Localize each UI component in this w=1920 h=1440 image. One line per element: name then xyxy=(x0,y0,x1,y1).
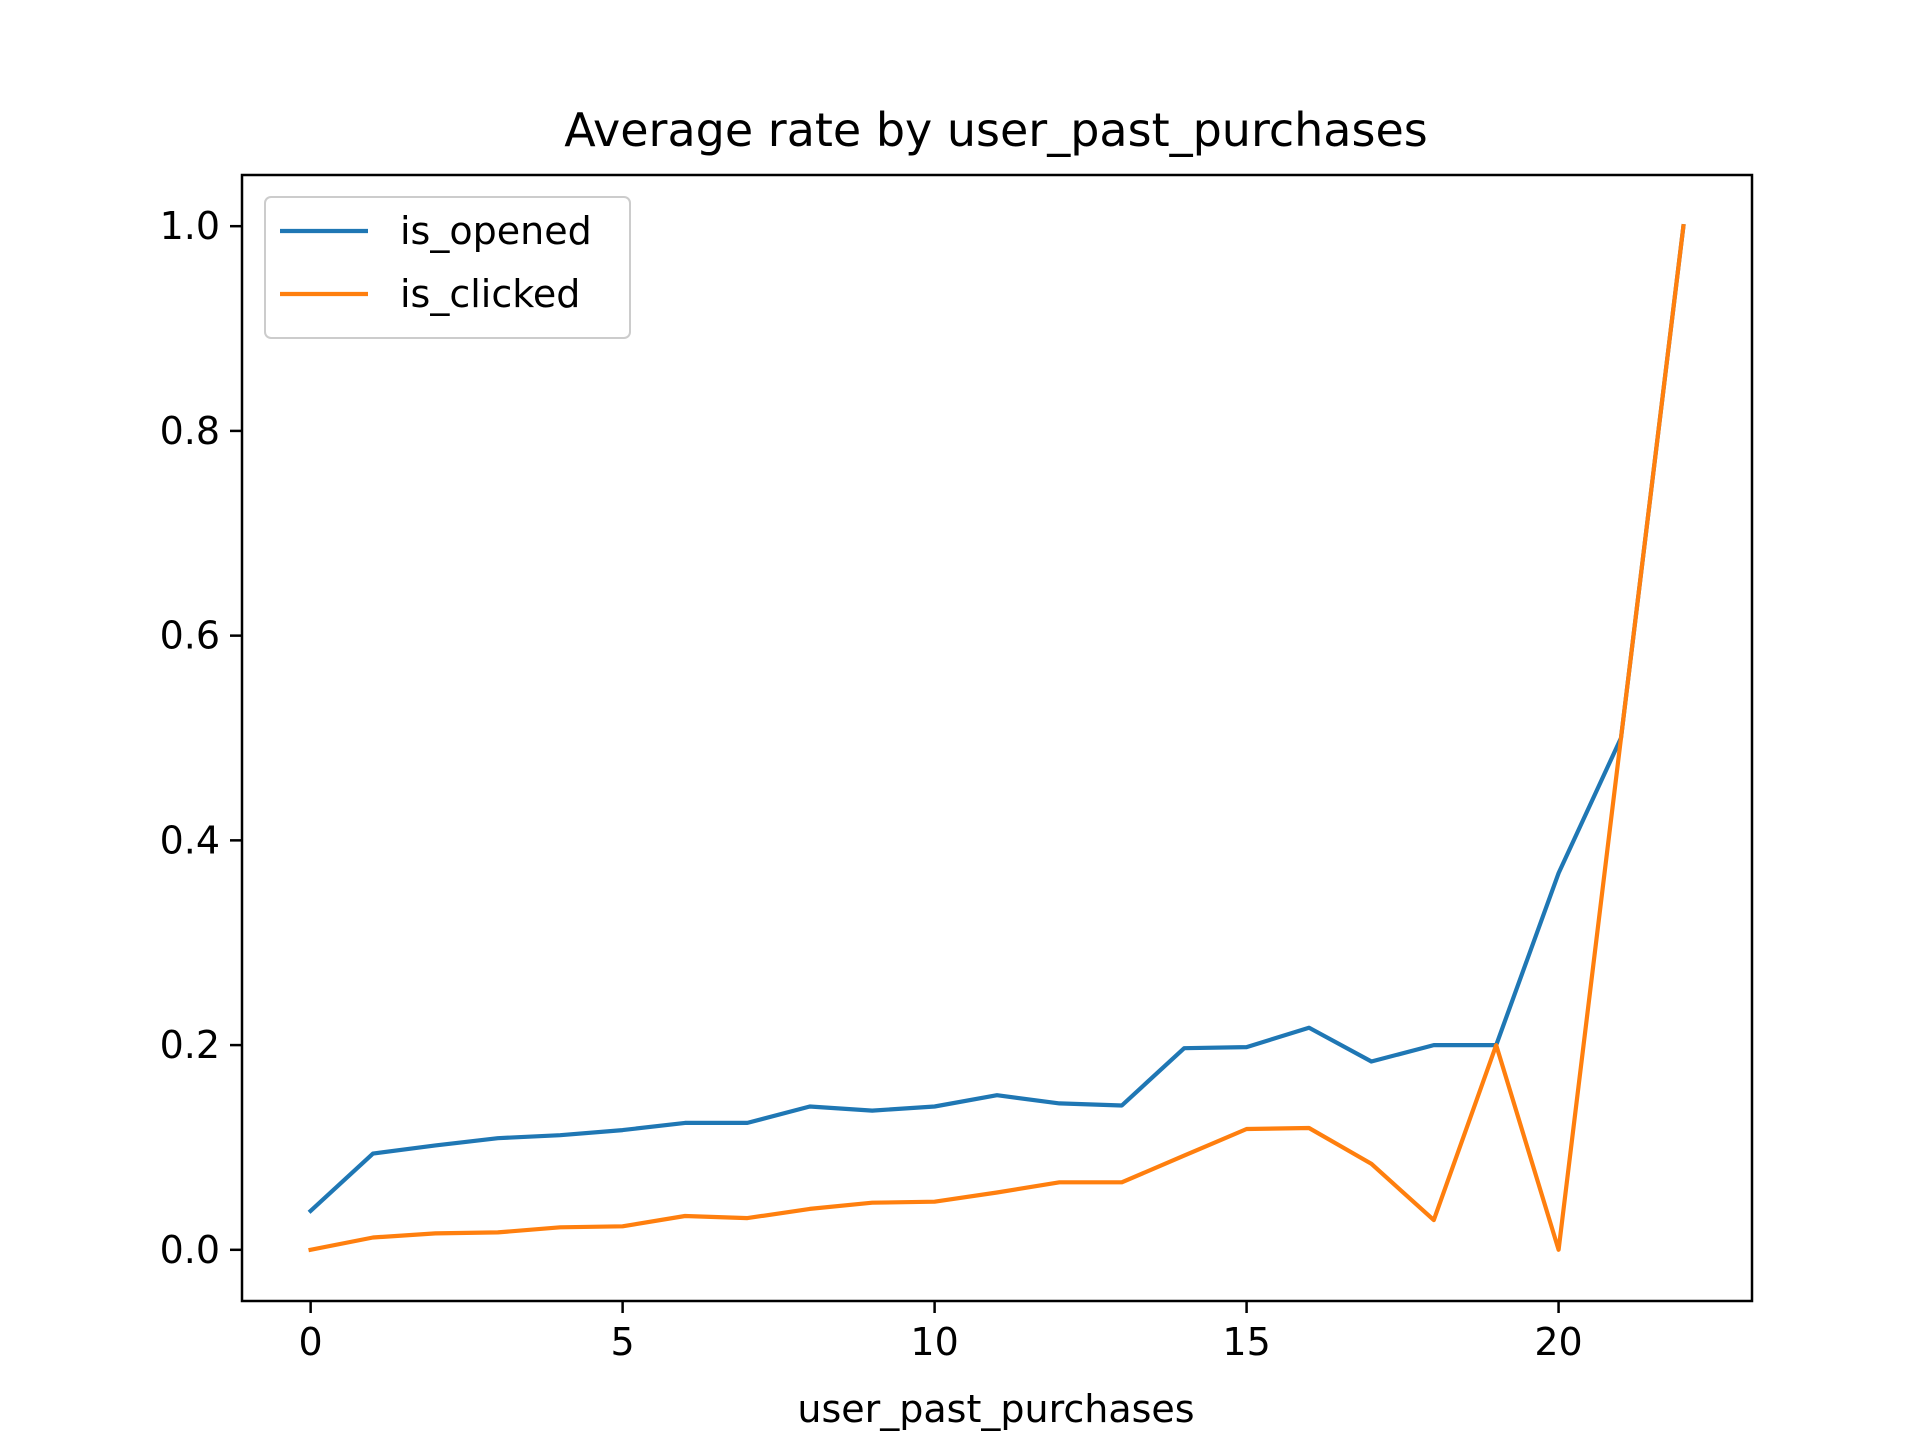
x-tick-label: 10 xyxy=(910,1320,958,1364)
y-tick-label: 0.8 xyxy=(160,409,220,453)
series-layer xyxy=(307,223,1686,1253)
y-axis: 0.0 0.2 0.4 0.6 0.8 1.0 xyxy=(160,204,242,1272)
x-axis-label: user_past_purchases xyxy=(797,1387,1194,1431)
x-tick-label: 0 xyxy=(299,1320,323,1364)
y-tick-label: 0.0 xyxy=(160,1228,220,1272)
x-tick-label: 20 xyxy=(1534,1320,1582,1364)
x-axis: 0 5 10 15 20 xyxy=(299,1301,1583,1364)
y-tick-label: 0.4 xyxy=(160,818,220,862)
chart-title: Average rate by user_past_purchases xyxy=(564,103,1427,157)
legend-label-is-clicked: is_clicked xyxy=(400,272,580,316)
series-line-is-opened xyxy=(307,223,1686,1214)
y-tick-label: 0.6 xyxy=(160,614,220,658)
legend-label-is-opened: is_opened xyxy=(400,209,592,253)
x-tick-label: 5 xyxy=(611,1320,635,1364)
y-tick-label: 1.0 xyxy=(160,204,220,248)
series-line-is-clicked xyxy=(308,223,1686,1253)
legend: is_opened is_clicked xyxy=(264,196,631,339)
plot-area xyxy=(240,173,1754,1303)
x-tick-label: 15 xyxy=(1222,1320,1270,1364)
y-tick-label: 0.2 xyxy=(160,1023,220,1067)
